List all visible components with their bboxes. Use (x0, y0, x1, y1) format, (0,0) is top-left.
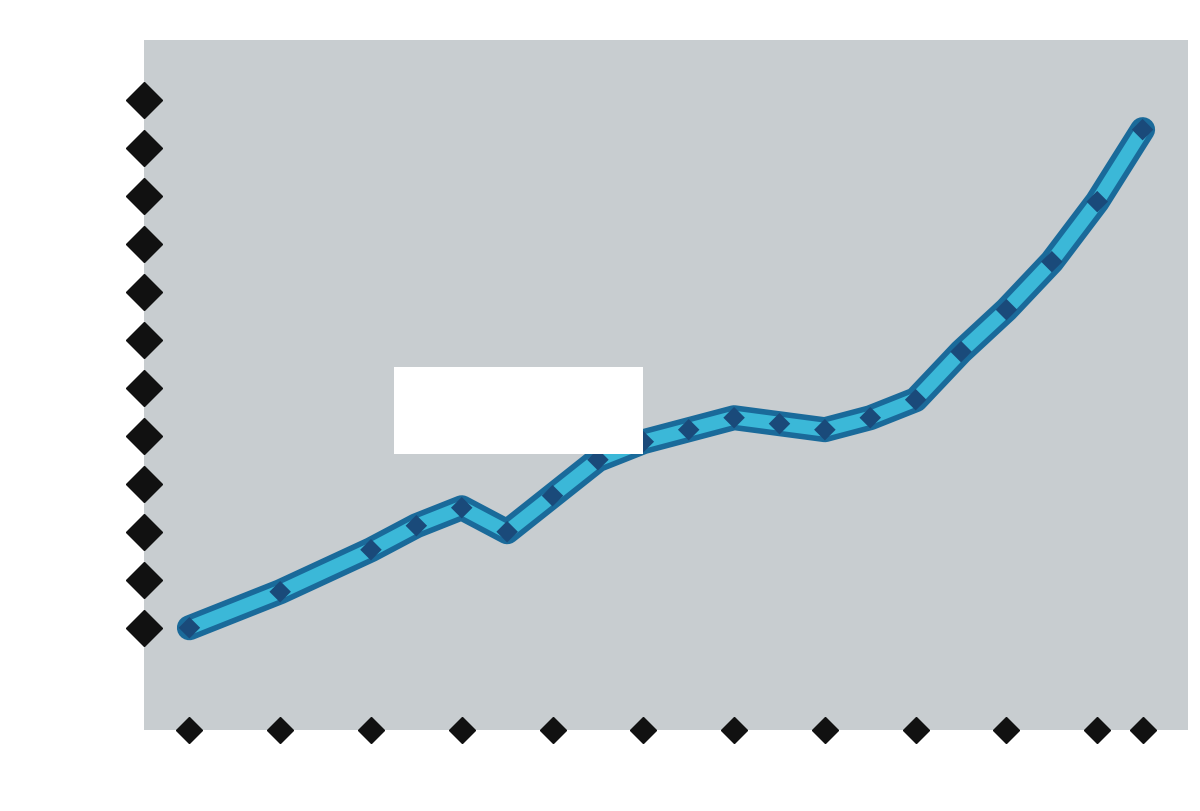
Bar (394, 367, 643, 454)
Point (679, 423, 698, 436)
Point (634, 436, 653, 448)
Point (860, 412, 880, 425)
Point (407, 520, 426, 533)
Point (770, 418, 790, 431)
Point (1043, 255, 1062, 268)
Point (1087, 196, 1106, 209)
Point (815, 423, 834, 436)
Point (361, 543, 380, 556)
Point (997, 304, 1016, 317)
Point (906, 393, 925, 406)
Point (270, 586, 289, 599)
Point (180, 621, 199, 634)
Point (498, 526, 517, 539)
Point (542, 490, 562, 503)
Point (452, 502, 472, 515)
Point (588, 453, 607, 466)
Point (725, 412, 744, 425)
Point (952, 345, 971, 358)
Point (1133, 124, 1152, 137)
